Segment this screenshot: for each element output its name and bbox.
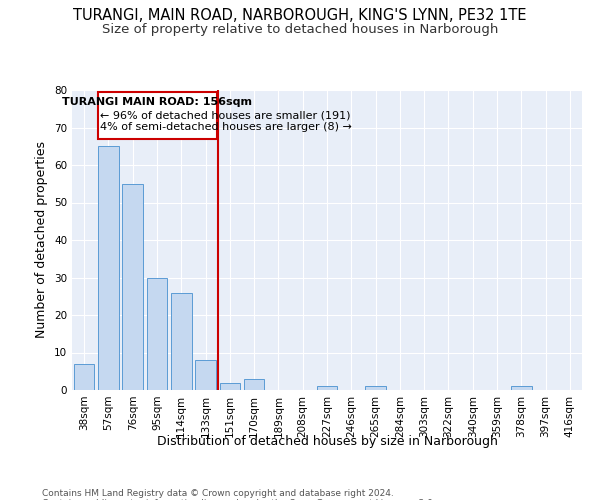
Text: Size of property relative to detached houses in Narborough: Size of property relative to detached ho… bbox=[102, 22, 498, 36]
Y-axis label: Number of detached properties: Number of detached properties bbox=[35, 142, 49, 338]
Text: Contains public sector information licensed under the Open Government Licence v3: Contains public sector information licen… bbox=[42, 498, 436, 500]
Text: 4% of semi-detached houses are larger (8) →: 4% of semi-detached houses are larger (8… bbox=[100, 122, 352, 132]
Bar bbox=[195, 360, 216, 390]
Bar bbox=[74, 364, 94, 390]
Text: TURANGI, MAIN ROAD, NARBOROUGH, KING'S LYNN, PE32 1TE: TURANGI, MAIN ROAD, NARBOROUGH, KING'S L… bbox=[73, 8, 527, 22]
Bar bbox=[171, 292, 191, 390]
Bar bbox=[98, 146, 119, 390]
Bar bbox=[511, 386, 532, 390]
Bar bbox=[146, 278, 167, 390]
Bar bbox=[122, 184, 143, 390]
Bar bbox=[220, 382, 240, 390]
Bar bbox=[365, 386, 386, 390]
Bar bbox=[244, 379, 265, 390]
Text: Contains HM Land Registry data © Crown copyright and database right 2024.: Contains HM Land Registry data © Crown c… bbox=[42, 488, 394, 498]
Text: ← 96% of detached houses are smaller (191): ← 96% of detached houses are smaller (19… bbox=[100, 110, 351, 120]
Bar bbox=[317, 386, 337, 390]
FancyBboxPatch shape bbox=[97, 92, 217, 138]
Text: Distribution of detached houses by size in Narborough: Distribution of detached houses by size … bbox=[157, 435, 497, 448]
Text: TURANGI MAIN ROAD: 156sqm: TURANGI MAIN ROAD: 156sqm bbox=[62, 97, 252, 107]
